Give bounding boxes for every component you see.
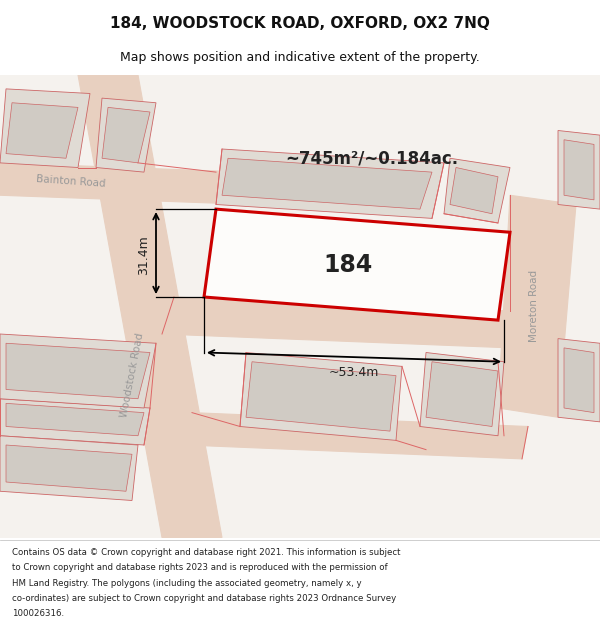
Polygon shape bbox=[246, 362, 396, 431]
Polygon shape bbox=[558, 339, 600, 422]
Polygon shape bbox=[0, 89, 90, 168]
Text: Woodstock Road: Woodstock Road bbox=[119, 332, 145, 419]
Text: ~53.4m: ~53.4m bbox=[329, 366, 379, 379]
Text: 31.4m: 31.4m bbox=[137, 236, 151, 275]
Text: HM Land Registry. The polygons (including the associated geometry, namely x, y: HM Land Registry. The polygons (includin… bbox=[12, 579, 362, 587]
Text: co-ordinates) are subject to Crown copyright and database rights 2023 Ordnance S: co-ordinates) are subject to Crown copyr… bbox=[12, 594, 396, 603]
Polygon shape bbox=[0, 334, 156, 408]
Text: 184: 184 bbox=[323, 253, 373, 277]
Polygon shape bbox=[0, 75, 600, 538]
Polygon shape bbox=[444, 158, 510, 223]
Polygon shape bbox=[240, 352, 402, 441]
Polygon shape bbox=[204, 209, 510, 320]
Polygon shape bbox=[450, 168, 498, 214]
Text: Map shows position and indicative extent of the property.: Map shows position and indicative extent… bbox=[120, 51, 480, 64]
Polygon shape bbox=[78, 75, 222, 538]
Polygon shape bbox=[420, 352, 504, 436]
Polygon shape bbox=[564, 348, 594, 413]
Polygon shape bbox=[564, 140, 594, 200]
Polygon shape bbox=[96, 98, 156, 172]
Text: 184, WOODSTOCK ROAD, OXFORD, OX2 7NQ: 184, WOODSTOCK ROAD, OXFORD, OX2 7NQ bbox=[110, 16, 490, 31]
Polygon shape bbox=[0, 399, 150, 445]
Text: 100026316.: 100026316. bbox=[12, 609, 64, 618]
Polygon shape bbox=[0, 163, 252, 204]
Polygon shape bbox=[426, 362, 498, 426]
Text: Contains OS data © Crown copyright and database right 2021. This information is : Contains OS data © Crown copyright and d… bbox=[12, 548, 401, 557]
Polygon shape bbox=[6, 403, 144, 436]
Text: ~745m²/~0.184ac.: ~745m²/~0.184ac. bbox=[286, 149, 458, 168]
Polygon shape bbox=[498, 195, 576, 418]
Polygon shape bbox=[6, 102, 78, 158]
Polygon shape bbox=[6, 343, 150, 399]
Polygon shape bbox=[102, 107, 150, 163]
Polygon shape bbox=[558, 131, 600, 209]
Text: Moreton Road: Moreton Road bbox=[529, 270, 539, 342]
Text: Bainton Road: Bainton Road bbox=[36, 174, 106, 189]
Polygon shape bbox=[186, 412, 528, 459]
Polygon shape bbox=[216, 149, 444, 218]
Polygon shape bbox=[162, 297, 510, 348]
Polygon shape bbox=[222, 158, 432, 209]
Text: to Crown copyright and database rights 2023 and is reproduced with the permissio: to Crown copyright and database rights 2… bbox=[12, 563, 388, 572]
Polygon shape bbox=[6, 445, 132, 491]
Polygon shape bbox=[0, 436, 138, 501]
